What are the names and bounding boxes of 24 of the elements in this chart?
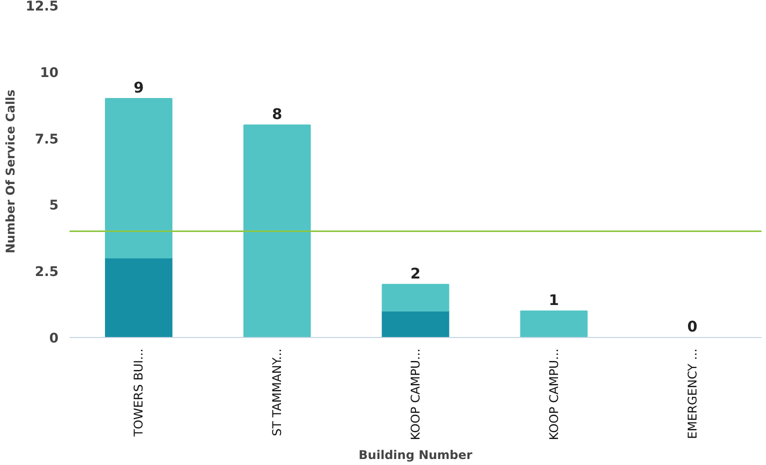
x-tick-label: TOWERS BUI... <box>132 348 146 438</box>
bar <box>104 98 172 258</box>
x-tick-label: EMERGENCY ... <box>685 348 700 439</box>
total-label: 0 <box>687 318 698 336</box>
y-tick-label: 7.5 <box>34 132 59 148</box>
y-axis-title: Number Of Service Calls <box>4 90 18 254</box>
total-label: 9 <box>134 79 144 96</box>
y-tick-label: 0 <box>49 332 59 346</box>
total-label: 8 <box>272 106 282 124</box>
bar <box>382 284 450 312</box>
y-tick-label: 5 <box>49 198 59 214</box>
x-tick-label: KOOP CAMPU... <box>408 348 422 440</box>
bar <box>104 257 172 338</box>
y-tick-label: 2.5 <box>34 265 59 280</box>
bar <box>520 310 588 338</box>
bar <box>382 310 450 338</box>
x-tick-label: ST TAMMANY... <box>270 348 284 436</box>
total-label: 1 <box>548 292 560 309</box>
y-tick-label: 12.5 <box>26 0 59 14</box>
x-tick-label: KOOP CAMPU... <box>546 348 561 440</box>
bar <box>243 124 311 338</box>
y-tick-label: 10 <box>40 66 59 81</box>
x-axis-title: Building Number <box>358 448 472 462</box>
total-label: 2 <box>410 265 421 282</box>
